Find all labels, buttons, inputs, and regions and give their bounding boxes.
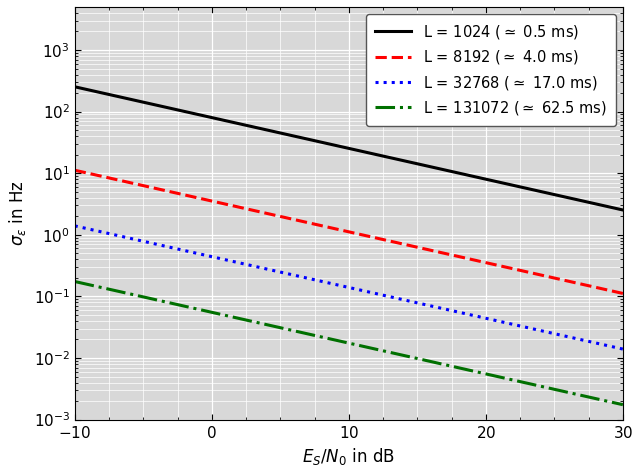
L = 32768 ($\simeq$ 17.0 ms) (499, 319, 506, 325)
L = 1024 ($\simeq$ 0.5 ms) (508, 182, 516, 188)
L = 8192 ($\simeq$ 4.0 ms) (312, 222, 320, 228)
L = 131072 ($\simeq$ 62.5 ms) (312, 333, 320, 338)
Y-axis label: $\sigma_\varepsilon$ in Hz: $\sigma_\varepsilon$ in Hz (7, 181, 28, 246)
L = 8192 ($\simeq$ 4.0 ms) (292, 217, 300, 223)
L = 1024 ($\simeq$ 0.5 ms) (71, 84, 79, 90)
Line: L = 1024 ($\simeq$ 0.5 ms): L = 1024 ($\simeq$ 0.5 ms) (75, 87, 623, 210)
L = 32768 ($\simeq$ 17.0 ms) (447, 308, 455, 313)
L = 8192 ($\simeq$ 4.0 ms) (508, 266, 516, 272)
L = 131072 ($\simeq$ 62.5 ms) (508, 377, 516, 383)
X-axis label: $E_S/N_0$ in dB: $E_S/N_0$ in dB (302, 446, 396, 467)
L = 131072 ($\simeq$ 62.5 ms) (71, 279, 79, 284)
L = 1024 ($\simeq$ 0.5 ms) (127, 97, 134, 102)
L = 131072 ($\simeq$ 62.5 ms) (619, 402, 627, 408)
L = 1024 ($\simeq$ 0.5 ms) (447, 169, 455, 174)
L = 131072 ($\simeq$ 62.5 ms) (499, 375, 506, 381)
L = 1024 ($\simeq$ 0.5 ms) (312, 138, 320, 144)
L = 32768 ($\simeq$ 17.0 ms) (312, 277, 320, 283)
Legend: L = 1024 ($\simeq$ 0.5 ms), L = 8192 ($\simeq$ 4.0 ms), L = 32768 ($\simeq$ 17.0: L = 1024 ($\simeq$ 0.5 ms), L = 8192 ($\… (366, 14, 616, 126)
L = 131072 ($\simeq$ 62.5 ms) (292, 328, 300, 334)
L = 1024 ($\simeq$ 0.5 ms) (292, 134, 300, 139)
L = 8192 ($\simeq$ 4.0 ms) (499, 264, 506, 269)
Line: L = 8192 ($\simeq$ 4.0 ms): L = 8192 ($\simeq$ 4.0 ms) (75, 170, 623, 293)
Line: L = 131072 ($\simeq$ 62.5 ms): L = 131072 ($\simeq$ 62.5 ms) (75, 282, 623, 405)
L = 131072 ($\simeq$ 62.5 ms) (127, 291, 134, 297)
L = 8192 ($\simeq$ 4.0 ms) (127, 180, 134, 186)
L = 8192 ($\simeq$ 4.0 ms) (447, 252, 455, 258)
L = 131072 ($\simeq$ 62.5 ms) (447, 363, 455, 369)
L = 32768 ($\simeq$ 17.0 ms) (619, 346, 627, 352)
L = 8192 ($\simeq$ 4.0 ms) (619, 291, 627, 296)
L = 32768 ($\simeq$ 17.0 ms) (292, 273, 300, 279)
L = 8192 ($\simeq$ 4.0 ms) (71, 167, 79, 173)
L = 32768 ($\simeq$ 17.0 ms) (508, 321, 516, 327)
Line: L = 32768 ($\simeq$ 17.0 ms): L = 32768 ($\simeq$ 17.0 ms) (75, 226, 623, 349)
L = 32768 ($\simeq$ 17.0 ms) (127, 236, 134, 241)
L = 32768 ($\simeq$ 17.0 ms) (71, 223, 79, 229)
L = 1024 ($\simeq$ 0.5 ms) (619, 207, 627, 213)
L = 1024 ($\simeq$ 0.5 ms) (499, 180, 506, 186)
